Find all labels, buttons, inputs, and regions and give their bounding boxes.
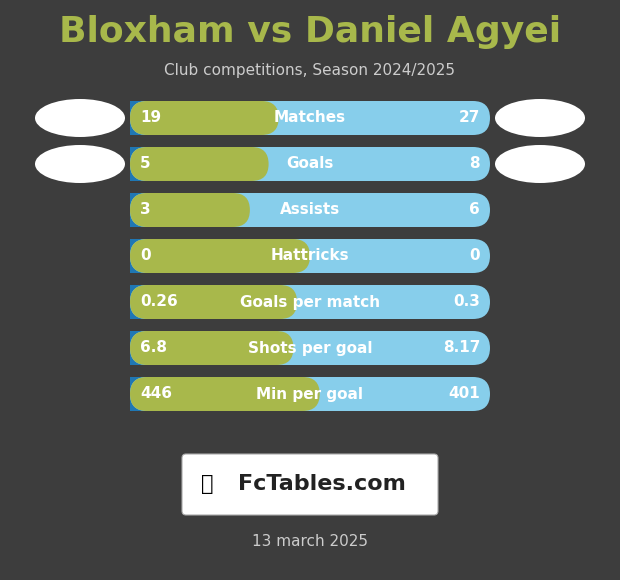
Bar <box>130 377 320 411</box>
Text: Min per goal: Min per goal <box>257 386 363 401</box>
Text: 8.17: 8.17 <box>443 340 480 356</box>
FancyBboxPatch shape <box>130 285 490 319</box>
Text: 0: 0 <box>140 248 151 263</box>
Text: FcTables.com: FcTables.com <box>238 474 406 495</box>
Text: 6: 6 <box>469 202 480 218</box>
Text: 6.8: 6.8 <box>140 340 167 356</box>
Bar <box>130 331 293 365</box>
Text: Shots per goal: Shots per goal <box>248 340 372 356</box>
Bar <box>130 147 268 181</box>
Ellipse shape <box>495 145 585 183</box>
FancyBboxPatch shape <box>130 239 490 273</box>
FancyBboxPatch shape <box>130 239 310 273</box>
Bar <box>130 193 250 227</box>
FancyBboxPatch shape <box>130 331 293 365</box>
Text: 19: 19 <box>140 111 161 125</box>
Text: 8: 8 <box>469 157 480 172</box>
FancyBboxPatch shape <box>130 285 297 319</box>
Ellipse shape <box>495 99 585 137</box>
Text: 27: 27 <box>459 111 480 125</box>
Text: Matches: Matches <box>274 111 346 125</box>
Text: 401: 401 <box>448 386 480 401</box>
Text: Goals per match: Goals per match <box>240 295 380 310</box>
Bar <box>130 101 278 135</box>
Text: Bloxham vs Daniel Agyei: Bloxham vs Daniel Agyei <box>59 15 561 49</box>
Text: 0.26: 0.26 <box>140 295 178 310</box>
Bar <box>130 285 297 319</box>
Text: 📊: 📊 <box>201 474 213 495</box>
Text: Club competitions, Season 2024/2025: Club competitions, Season 2024/2025 <box>164 63 456 78</box>
FancyBboxPatch shape <box>130 101 278 135</box>
Ellipse shape <box>35 145 125 183</box>
FancyBboxPatch shape <box>130 193 250 227</box>
FancyBboxPatch shape <box>130 147 268 181</box>
Text: 446: 446 <box>140 386 172 401</box>
Text: Assists: Assists <box>280 202 340 218</box>
Text: Hattricks: Hattricks <box>271 248 349 263</box>
Text: 13 march 2025: 13 march 2025 <box>252 535 368 549</box>
FancyBboxPatch shape <box>130 101 490 135</box>
FancyBboxPatch shape <box>130 193 490 227</box>
Text: 3: 3 <box>140 202 151 218</box>
Ellipse shape <box>35 99 125 137</box>
FancyBboxPatch shape <box>182 454 438 515</box>
Bar <box>130 239 310 273</box>
Text: 0.3: 0.3 <box>453 295 480 310</box>
Text: Goals: Goals <box>286 157 334 172</box>
FancyBboxPatch shape <box>130 377 490 411</box>
Text: 0: 0 <box>469 248 480 263</box>
FancyBboxPatch shape <box>130 377 320 411</box>
FancyBboxPatch shape <box>130 331 490 365</box>
FancyBboxPatch shape <box>130 147 490 181</box>
Text: 5: 5 <box>140 157 151 172</box>
